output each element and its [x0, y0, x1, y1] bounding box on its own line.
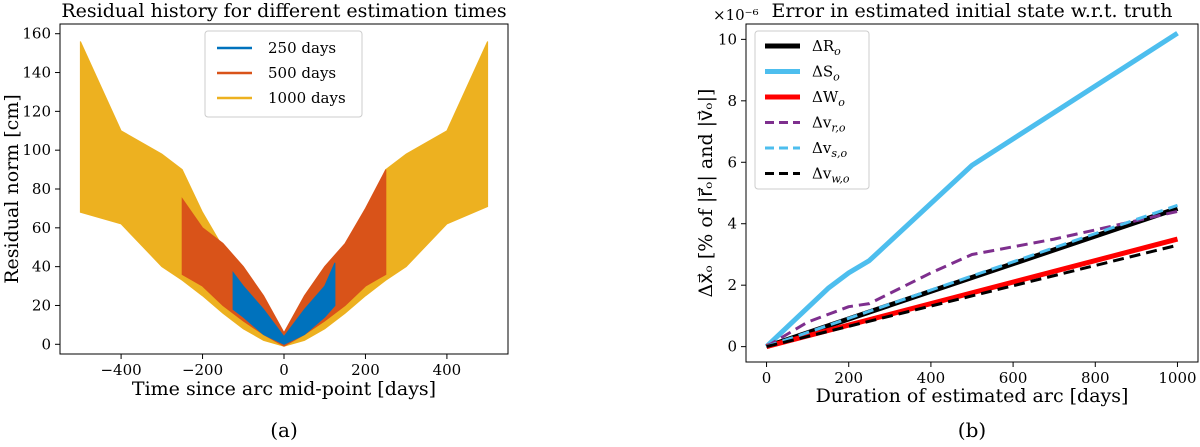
panel-b-ylabel: Δx⃗ₒ [% of |r⃗ₒ| and |v⃗ₒ|] [695, 89, 717, 298]
panel-b-xtick-label: 400 [917, 369, 946, 387]
panel-a-xtick-label: −200 [182, 361, 223, 379]
panel-a-plot-area [79, 41, 489, 347]
panel-a-xtick-label: 200 [351, 361, 380, 379]
panel-a-xtick-label: 0 [279, 361, 289, 379]
panel-b-xtick-label: 200 [834, 369, 863, 387]
panel-b-xtick-label: 600 [999, 369, 1028, 387]
panel-b-title: Error in estimated initial state w.r.t. … [772, 0, 1173, 22]
legend-label-1000-days: 1000 days [268, 89, 346, 107]
panel-a-ticks: −400 −200 0 200 400 0 20 40 60 80 100 120 140 160 [22, 25, 461, 379]
panel-a-ytick-label: 40 [32, 258, 51, 276]
panel-b-ytick-label: 10 [718, 30, 737, 48]
panel-b-ytick-label: 8 [727, 92, 737, 110]
panel-a-legend: 250 days 500 days 1000 days [204, 30, 363, 118]
panel-b-exponent-label: ×10⁻⁶ [713, 6, 759, 24]
panel-a-legend-box [204, 30, 363, 118]
panel-a-ytick-label: 140 [22, 64, 51, 82]
panel-b-plot-area [764, 31, 1179, 350]
panel-b-caption: (b) [958, 418, 986, 442]
legend-label-250-days: 250 days [268, 39, 336, 57]
panel-b-xtick-label: 0 [762, 369, 772, 387]
panel-b-xlabel: Duration of estimated arc [days] [816, 385, 1129, 407]
residual-band-500-days [181, 169, 387, 347]
panel-b-xtick-label: 800 [1081, 369, 1110, 387]
panel-b-axes-frame [745, 23, 1199, 363]
legend-label-series-1: ΔSo [812, 63, 840, 84]
panel-b-ytick-label: 0 [727, 338, 737, 356]
series-line-3 [765, 209, 1178, 348]
legend-label-series-2: ΔWo [812, 88, 845, 109]
panel-a-xlabel: Time since arc mid-point [days] [132, 378, 436, 400]
panel-a-ytick-label: 100 [22, 141, 51, 159]
panel-a-xtick-label: −400 [100, 361, 141, 379]
panel-a-ytick-label: 80 [32, 180, 51, 198]
panel-a-ytick-label: 20 [32, 296, 51, 314]
panel-a-xtick-label: 400 [433, 361, 462, 379]
panel-b-ytick-label: 4 [727, 215, 737, 233]
panel-a-chart: −400 −200 0 200 400 0 20 40 60 80 100 120 140 160 Res… [1, 0, 509, 442]
panel-b-ticks: 0 200 400 600 800 1000 0 2 4 6 8 10 [718, 30, 1197, 387]
panel-a-ytick-label: 0 [41, 335, 51, 353]
panel-a-caption: (a) [270, 418, 298, 442]
series-line-4 [766, 203, 1178, 349]
panel-b-chart: 0 200 400 600 800 1000 0 2 4 6 8 10 Error in estima… [695, 0, 1199, 442]
series-line-5 [766, 243, 1178, 349]
panel-a-ytick-label: 60 [32, 219, 51, 237]
panel-a-title: Residual history for different estimatio… [61, 0, 506, 22]
panel-a-ytick-label: 120 [22, 102, 51, 120]
series-line-0 [765, 206, 1179, 349]
series-line-1 [764, 31, 1179, 349]
panel-b-ytick-label: 2 [727, 276, 737, 294]
panel-b-ytick-label: 6 [727, 153, 737, 171]
panel-a-ytick-label: 160 [22, 25, 51, 43]
legend-label-500-days: 500 days [268, 64, 336, 82]
panel-b-xtick-label: 1000 [1158, 369, 1196, 387]
legend-label-series-0: ΔRo [812, 37, 841, 58]
panel-a-ylabel: Residual norm [cm] [1, 94, 23, 284]
residual-band-250-days [232, 262, 336, 345]
